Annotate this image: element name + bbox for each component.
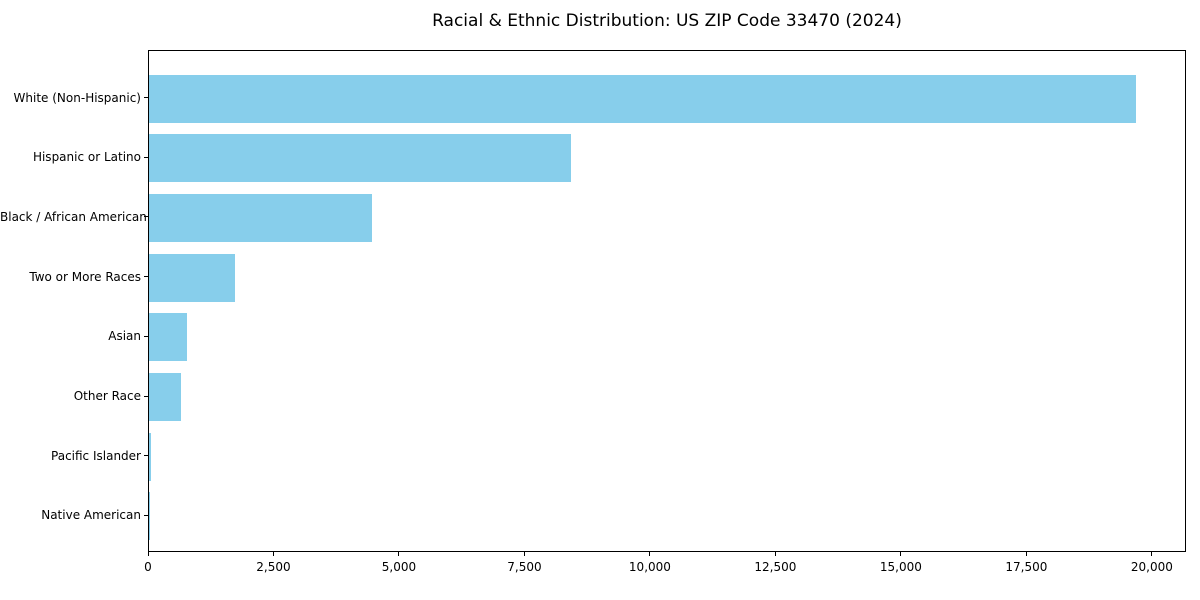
bar-hispanic-or-latino xyxy=(149,134,572,183)
x-tick-label-10000: 10,000 xyxy=(628,560,671,574)
bar-two-or-more-races xyxy=(149,253,235,302)
y-axis-tick-mark xyxy=(144,156,148,158)
x-axis-tick-mark xyxy=(523,552,525,556)
x-axis-tick-mark xyxy=(1151,552,1153,556)
x-tick-label-0: 0 xyxy=(144,560,152,574)
y-tick-label-pacific-islander: Pacific Islander xyxy=(51,448,141,463)
x-tick-label-5000: 5,000 xyxy=(381,560,417,574)
y-axis-tick-mark xyxy=(144,335,148,337)
y-tick-label-other-race: Other Race xyxy=(73,389,141,404)
x-tick-label-15000: 15,000 xyxy=(879,560,922,574)
bar-native-american xyxy=(149,492,150,541)
y-axis-tick-mark xyxy=(144,276,148,278)
chart-title: Racial & Ethnic Distribution: US ZIP Cod… xyxy=(432,11,902,31)
y-tick-label-hispanic-or-latino: Hispanic or Latino xyxy=(32,150,141,165)
y-axis-tick-mark xyxy=(144,455,148,457)
y-tick-label-native-american: Native American xyxy=(41,508,141,523)
x-tick-label-17500: 17,500 xyxy=(1005,560,1048,574)
y-tick-label-asian: Asian xyxy=(108,329,141,344)
x-tick-label-7500: 7,500 xyxy=(507,560,542,574)
y-tick-label-white-non-hispanic: White (Non-Hispanic) xyxy=(13,90,141,105)
bar-other-race xyxy=(149,373,182,422)
x-axis-tick-mark xyxy=(272,552,274,556)
x-tick-label-12500: 12,500 xyxy=(754,560,797,574)
x-tick-label-2500: 2,500 xyxy=(256,560,291,574)
x-axis-tick-mark xyxy=(649,552,651,556)
bar-black-african-american xyxy=(149,193,373,242)
plot-area xyxy=(148,50,1186,552)
bar-white-non-hispanic xyxy=(149,74,1136,123)
y-tick-label-black-african-american: Black / African American xyxy=(0,209,147,224)
y-axis-tick-mark xyxy=(144,97,148,98)
x-axis-tick-mark xyxy=(147,552,149,556)
x-axis-tick-mark xyxy=(774,552,776,556)
y-tick-label-two-or-more-races: Two or More Races xyxy=(29,269,141,284)
x-axis-tick-mark xyxy=(900,552,902,556)
x-axis-tick-mark xyxy=(398,552,400,556)
x-axis-tick-mark xyxy=(1025,552,1027,556)
y-axis-tick-mark xyxy=(144,514,148,516)
bar-asian xyxy=(149,313,188,362)
x-tick-label-20000: 20,000 xyxy=(1130,560,1173,574)
bar-pacific-islander xyxy=(149,432,151,481)
y-axis-tick-mark xyxy=(144,216,148,218)
y-axis-tick-mark xyxy=(144,395,148,397)
